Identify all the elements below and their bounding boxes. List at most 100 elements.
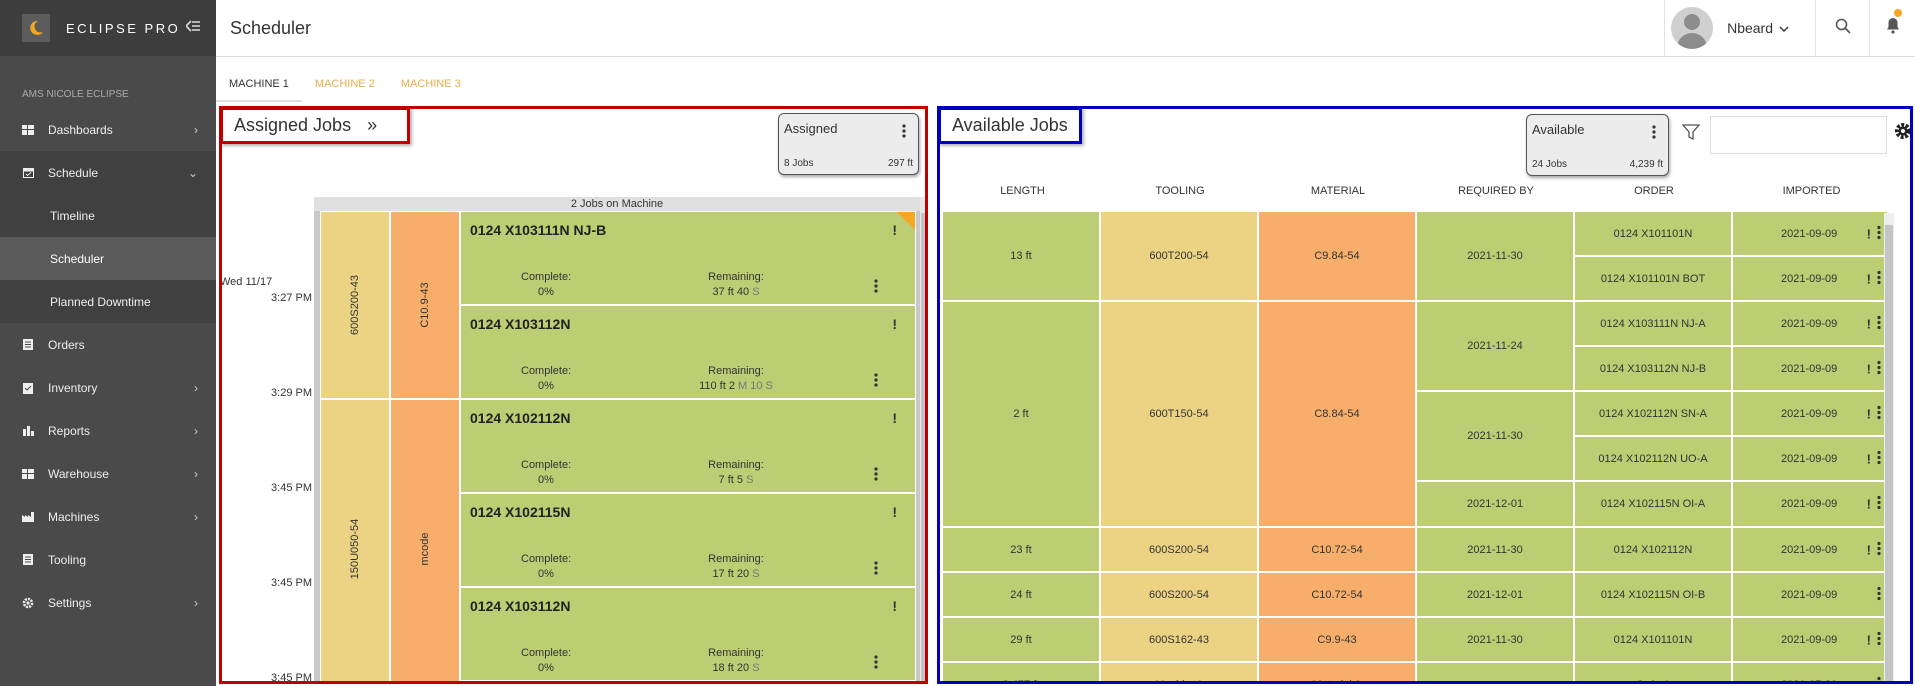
imported-cell[interactable]: 2021-09-09 ! <box>1732 617 1888 662</box>
notifications-button[interactable] <box>1869 0 1915 56</box>
sidebar-item-reports[interactable]: Reports › <box>0 409 216 452</box>
imported-cell[interactable]: 2021-09-09 ! <box>1732 527 1888 572</box>
material-cell[interactable]: C10.72-54 <box>1258 572 1416 617</box>
column-header-imported[interactable]: IMPORTED <box>1782 185 1841 197</box>
tab-machine-1[interactable]: MACHINE 1 <box>216 72 302 102</box>
required-by-cell[interactable]: 2021-11-24 <box>1416 301 1574 391</box>
length-cell[interactable]: 24 ft <box>942 572 1100 617</box>
job-card[interactable]: 0124 X103112N ! Complete: 0% Remaining: 11… <box>460 305 916 399</box>
tooling-cell[interactable]: 600S200-54 <box>1100 572 1258 617</box>
more-vertical-icon[interactable] <box>874 279 878 298</box>
material-group[interactable]: mcode <box>390 399 460 681</box>
length-cell[interactable]: 2 ft <box>942 301 1100 527</box>
job-card[interactable]: 0124 X103111N NJ-B ! Complete: 0% Remaini… <box>460 211 916 305</box>
imported-cell[interactable]: 2021-09-09 ! <box>1732 211 1888 256</box>
more-vertical-icon[interactable] <box>1877 315 1881 332</box>
more-vertical-icon[interactable] <box>1877 270 1881 287</box>
filter-icon[interactable] <box>1681 123 1701 146</box>
tooling-cell[interactable]: 600T200-54 <box>1100 211 1258 301</box>
tooling-cell[interactable]: 600S200-54 <box>1100 527 1258 572</box>
job-card[interactable]: 0124 X103112N ! Complete: 0% Remaining: 18… <box>460 587 916 681</box>
order-cell[interactable]: 0124 X102112N <box>1574 527 1732 572</box>
vertical-scrollbar[interactable] <box>1884 213 1894 681</box>
order-cell[interactable]: 0124 X103111N NJ-A <box>1574 301 1732 346</box>
order-cell[interactable]: 0124 X102115N OI-A <box>1574 481 1732 527</box>
order-cell[interactable]: 0124 X102112N SN-A <box>1574 391 1732 436</box>
sidebar-item-warehouse[interactable]: Warehouse › <box>0 452 216 495</box>
order-cell[interactable]: 0124 X102112N UO-A <box>1574 436 1732 481</box>
sidebar-item-orders[interactable]: Orders <box>0 323 216 366</box>
material-cell[interactable]: C9.84-54 <box>1258 211 1416 301</box>
available-summary-card[interactable]: Available 24 Jobs 4,239 ft <box>1526 114 1669 176</box>
double-chevron-right-icon[interactable]: » <box>367 115 378 135</box>
more-vertical-icon[interactable] <box>1877 405 1881 422</box>
sidebar-item-machines[interactable]: Machines › <box>0 495 216 538</box>
required-by-cell[interactable]: yyyyy <box>1416 662 1574 681</box>
tooling-cell[interactable]: Machine1 <box>1100 662 1258 681</box>
more-vertical-icon[interactable] <box>1877 541 1881 558</box>
imported-cell[interactable]: 2021-09-09 <box>1732 572 1888 617</box>
sidebar-item-planned-downtime[interactable]: Planned Downtime <box>0 280 216 323</box>
imported-cell[interactable]: 2021-09-09 ! <box>1732 346 1888 391</box>
assigned-summary-card[interactable]: Assigned 8 Jobs 297 ft <box>778 113 919 175</box>
order-cell[interactable]: 0124 X103112N NJ-B <box>1574 346 1732 391</box>
sidebar-item-timeline[interactable]: Timeline <box>0 194 216 237</box>
more-vertical-icon[interactable] <box>874 655 878 674</box>
material-cell[interactable]: C10.72-54 <box>1258 527 1416 572</box>
imported-cell[interactable]: 2021-09-09 ! <box>1732 481 1888 527</box>
tab-machine-2[interactable]: MACHINE 2 <box>314 78 375 90</box>
material-group[interactable]: C10.9-43 <box>390 211 460 399</box>
sidebar-item-schedule[interactable]: Schedule ⌄ <box>0 151 216 194</box>
more-vertical-icon[interactable] <box>874 373 878 392</box>
sidebar-item-dashboards[interactable]: Dashboards › <box>0 108 216 151</box>
tab-machine-3[interactable]: MACHINE 3 <box>400 78 461 90</box>
more-vertical-icon[interactable] <box>1877 450 1881 467</box>
order-cell[interactable]: 0124 X101101N BOT <box>1574 256 1732 301</box>
tooling-cell[interactable]: 600T150-54 <box>1100 301 1258 527</box>
required-by-cell[interactable]: 2021-12-01 <box>1416 481 1574 527</box>
gear-icon[interactable] <box>1894 122 1910 145</box>
search-button[interactable] <box>1815 0 1869 56</box>
user-menu[interactable]: Nbeard <box>1664 0 1805 56</box>
order-cell[interactable]: 0124 X102115N OI-B <box>1574 572 1732 617</box>
column-header-length[interactable]: LENGTH <box>1000 185 1045 197</box>
column-header-required-by[interactable]: REQUIRED BY <box>1458 185 1534 197</box>
imported-cell[interactable]: 2021-09-09 ! <box>1732 436 1888 481</box>
job-card[interactable]: 0124 X102115N ! Complete: 0% Remaining: 17… <box>460 493 916 587</box>
material-cell[interactable]: Material A <box>1258 662 1416 681</box>
more-vertical-icon[interactable] <box>874 561 878 580</box>
sidebar-item-scheduler[interactable]: Scheduler <box>0 237 216 280</box>
order-cell[interactable]: 0124 X101101N <box>1574 617 1732 662</box>
job-card[interactable]: 0124 X102112N ! Complete: 0% Remaining: 7 … <box>460 399 916 493</box>
collapse-sidebar-icon[interactable] <box>184 19 200 37</box>
tooling-cell[interactable]: 600S162-43 <box>1100 617 1258 662</box>
required-by-cell[interactable]: 2021-11-30 <box>1416 617 1574 662</box>
sidebar-item-tooling[interactable]: Tooling <box>0 538 216 581</box>
material-cell[interactable]: C8.84-54 <box>1258 301 1416 527</box>
imported-cell[interactable]: 2021-09-09 ! <box>1732 391 1888 436</box>
imported-cell[interactable]: 2021-07-20 <box>1732 662 1888 681</box>
column-header-order[interactable]: ORDER <box>1634 185 1674 197</box>
required-by-cell[interactable]: 2021-11-30 <box>1416 391 1574 481</box>
more-vertical-icon[interactable] <box>1652 125 1656 144</box>
length-cell[interactable]: 23 ft <box>942 527 1100 572</box>
order-cell[interactable]: Order1 <box>1574 662 1732 681</box>
order-cell[interactable]: 0124 X101101N <box>1574 211 1732 256</box>
more-vertical-icon[interactable] <box>902 124 906 143</box>
more-vertical-icon[interactable] <box>1877 631 1881 648</box>
length-cell[interactable]: 13 ft <box>942 211 1100 301</box>
more-vertical-icon[interactable] <box>1877 676 1881 681</box>
column-header-tooling[interactable]: TOOLING <box>1155 185 1205 197</box>
more-vertical-icon[interactable] <box>874 467 878 486</box>
required-by-cell[interactable]: 2021-11-30 <box>1416 211 1574 301</box>
more-vertical-icon[interactable] <box>1877 586 1881 603</box>
required-by-cell[interactable]: 2021-12-01 <box>1416 572 1574 617</box>
scrollbar-thumb[interactable] <box>1885 225 1893 681</box>
length-cell[interactable]: 29 ft <box>942 617 1100 662</box>
sidebar-item-settings[interactable]: Settings › <box>0 581 216 624</box>
vertical-scrollbar[interactable] <box>920 197 925 681</box>
material-cell[interactable]: C9.9-43 <box>1258 617 1416 662</box>
more-vertical-icon[interactable] <box>1877 360 1881 377</box>
search-input[interactable] <box>1710 116 1887 154</box>
more-vertical-icon[interactable] <box>1877 225 1881 242</box>
